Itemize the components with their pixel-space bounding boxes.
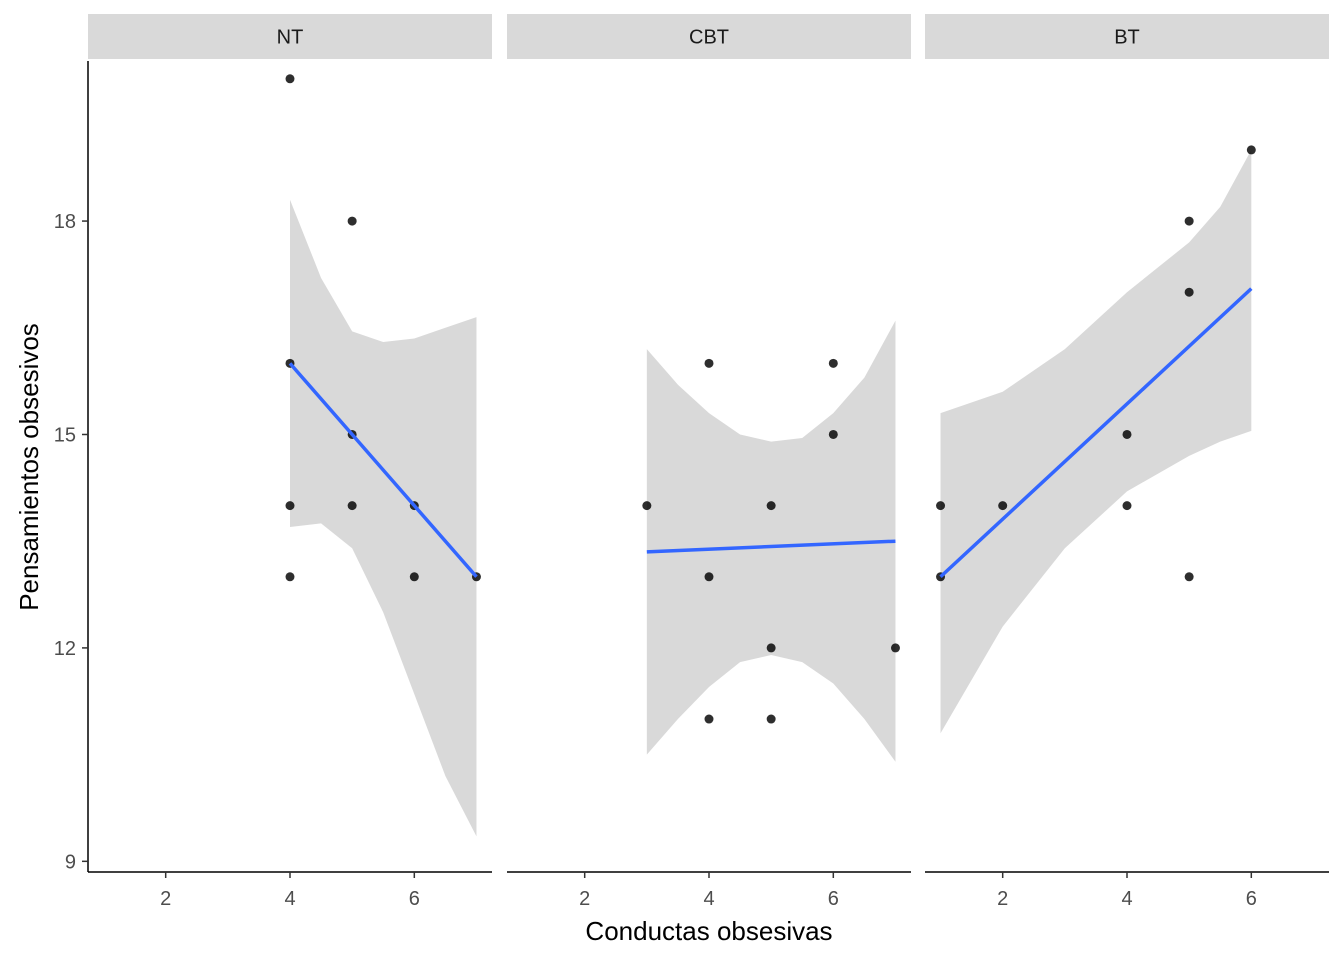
data-point [285, 74, 295, 84]
facet-strip [925, 14, 1329, 59]
data-point [766, 501, 776, 511]
x-tick-label: 4 [703, 888, 714, 910]
y-tick-label: 12 [54, 638, 76, 660]
data-point [1122, 429, 1132, 439]
confidence-band [290, 199, 477, 837]
data-point [285, 572, 295, 582]
data-point [936, 501, 946, 511]
panel-bt: BT 2 4 6 [925, 14, 1329, 910]
data-point [998, 501, 1008, 511]
x-tick-label: 2 [997, 888, 1008, 910]
facet-strip-label: CBT [689, 27, 729, 49]
x-tick-label: 2 [160, 888, 171, 910]
data-point [1122, 501, 1132, 511]
data-point [1184, 572, 1194, 582]
facet-strip-label: BT [1114, 27, 1140, 49]
data-point [704, 358, 714, 368]
x-tick-label: 6 [828, 888, 839, 910]
confidence-band [940, 149, 1252, 734]
data-point [347, 216, 357, 226]
data-point [347, 501, 357, 511]
data-point [1246, 145, 1256, 155]
regression-line [939, 287, 1253, 579]
x-tick-label: 4 [1121, 888, 1132, 910]
facet-strip [507, 14, 911, 59]
regression-line [646, 539, 896, 554]
y-axis-title: Pensamientos obsesivos [14, 323, 44, 611]
data-point [285, 501, 295, 511]
x-tick-label: 6 [1246, 888, 1257, 910]
data-point [766, 643, 776, 653]
facet-panels: NT 2 4 6 CBT 2 4 6 BT 2 4 6 [88, 14, 1329, 910]
data-point [1184, 216, 1194, 226]
x-tick-label: 4 [284, 888, 295, 910]
y-tick-label: 15 [54, 424, 76, 446]
data-point [890, 643, 900, 653]
data-point [1184, 287, 1194, 297]
data-point [704, 572, 714, 582]
x-tick-label: 2 [579, 888, 590, 910]
panel-cbt: CBT 2 4 6 [507, 14, 911, 910]
data-point [766, 714, 776, 724]
x-tick-label: 6 [409, 888, 420, 910]
y-tick-label: 18 [54, 211, 76, 233]
data-point [704, 714, 714, 724]
regression-line [288, 362, 478, 578]
y-tick-label: 9 [65, 851, 76, 873]
facet-strip [88, 14, 492, 59]
data-point [409, 572, 419, 582]
data-point [828, 358, 838, 368]
y-axis: 9 12 15 18 [54, 61, 89, 873]
facet-strip-label: NT [277, 27, 304, 49]
data-point [642, 501, 652, 511]
x-axis-title: Conductas obsesivas [585, 916, 832, 946]
data-point [828, 429, 838, 439]
panel-nt: NT 2 4 6 [88, 14, 492, 910]
